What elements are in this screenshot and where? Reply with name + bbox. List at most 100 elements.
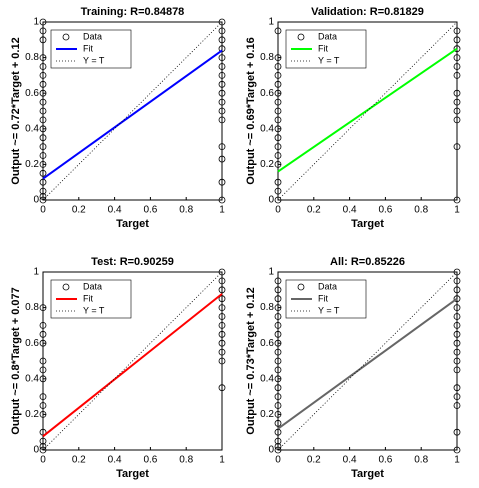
data-point bbox=[39, 187, 47, 195]
x-tick-label: 0 bbox=[40, 455, 46, 466]
x-tick-label: 0.8 bbox=[179, 455, 193, 466]
y-tick-label: 0.4 bbox=[25, 123, 39, 134]
data-point bbox=[274, 313, 282, 320]
y-tick-label: 0.6 bbox=[260, 338, 274, 349]
data-point bbox=[39, 54, 47, 61]
legend-label: Data bbox=[318, 31, 337, 41]
data-point bbox=[453, 98, 461, 106]
y-tick-label: 0.2 bbox=[25, 409, 39, 420]
data-point bbox=[453, 116, 461, 124]
data-point bbox=[218, 348, 226, 356]
y-tick-label: 0 bbox=[33, 445, 39, 456]
x-tick-label: 1 bbox=[219, 455, 225, 466]
data-point bbox=[39, 178, 47, 186]
data-point bbox=[39, 36, 47, 44]
data-point bbox=[453, 27, 461, 35]
data-point bbox=[274, 116, 282, 124]
y-tick-label: 0.6 bbox=[25, 88, 39, 99]
data-point bbox=[39, 80, 47, 88]
data-point bbox=[218, 321, 226, 329]
data-point bbox=[39, 393, 47, 401]
y-tick-label: 1 bbox=[33, 17, 39, 28]
x-tick-label: 0.6 bbox=[143, 205, 157, 216]
data-point bbox=[453, 313, 461, 320]
data-point bbox=[453, 330, 461, 338]
data-point bbox=[218, 330, 226, 338]
data-point bbox=[39, 357, 47, 365]
x-axis-label: Target bbox=[351, 218, 384, 230]
legend-label: Y = T bbox=[318, 305, 340, 315]
data-point bbox=[453, 402, 461, 409]
x-tick-label: 0.8 bbox=[414, 455, 428, 466]
x-tick-label: 0.4 bbox=[343, 455, 357, 466]
data-point bbox=[453, 268, 461, 276]
reference-line bbox=[42, 21, 223, 201]
data-point bbox=[39, 89, 47, 97]
data-point bbox=[39, 18, 47, 26]
data-point bbox=[274, 54, 282, 61]
data-point bbox=[218, 27, 226, 35]
legend-marker bbox=[62, 283, 70, 291]
data-point bbox=[39, 169, 47, 177]
data-point bbox=[39, 116, 47, 124]
data-point bbox=[453, 286, 461, 294]
data-point bbox=[274, 437, 282, 445]
data-point bbox=[39, 107, 47, 115]
x-tick-label: 0.6 bbox=[378, 455, 392, 466]
data-point bbox=[218, 18, 226, 26]
x-tick-label: 0 bbox=[275, 455, 281, 466]
data-point bbox=[39, 72, 47, 79]
data-point bbox=[274, 428, 282, 436]
data-point bbox=[39, 304, 47, 312]
data-point bbox=[274, 160, 282, 168]
x-tick-label: 0.2 bbox=[307, 455, 321, 466]
y-tick-label: 0.2 bbox=[25, 159, 39, 170]
data-point bbox=[274, 295, 282, 303]
y-tick-label: 0.6 bbox=[260, 88, 274, 99]
data-point bbox=[39, 196, 47, 204]
data-point bbox=[274, 98, 282, 106]
data-point bbox=[39, 446, 47, 454]
data-point bbox=[218, 155, 226, 163]
y-tick-label: 0.2 bbox=[260, 159, 274, 170]
x-tick-label: 0.8 bbox=[414, 205, 428, 216]
data-point bbox=[39, 143, 47, 151]
data-point bbox=[453, 107, 461, 115]
data-point bbox=[274, 286, 282, 294]
data-point bbox=[274, 446, 282, 454]
data-point bbox=[39, 330, 47, 338]
data-point bbox=[39, 437, 47, 445]
data-point bbox=[274, 339, 282, 347]
y-tick-label: 0.4 bbox=[25, 373, 39, 384]
y-tick-label: 0.4 bbox=[260, 123, 274, 134]
data-point bbox=[218, 384, 226, 392]
y-tick-label: 0 bbox=[33, 195, 39, 206]
data-point bbox=[274, 178, 282, 186]
data-point bbox=[274, 27, 282, 35]
data-point bbox=[218, 63, 226, 70]
data-point bbox=[39, 402, 47, 409]
x-tick-label: 0.8 bbox=[179, 205, 193, 216]
data-point bbox=[274, 402, 282, 409]
reference-line bbox=[277, 21, 458, 201]
data-point bbox=[274, 143, 282, 151]
legend-marker bbox=[297, 33, 305, 41]
y-tick-label: 0.8 bbox=[25, 302, 39, 313]
legend-label: Fit bbox=[83, 43, 93, 53]
legend-label: Data bbox=[318, 281, 337, 291]
data-point bbox=[453, 348, 461, 356]
data-point bbox=[218, 80, 226, 88]
data-point bbox=[218, 72, 226, 79]
data-point bbox=[453, 384, 461, 392]
data-point bbox=[218, 357, 226, 365]
data-point bbox=[218, 36, 226, 44]
y-axis-label: Output ~= 0.73*Target + 0.12 bbox=[245, 287, 257, 434]
x-tick-label: 0.2 bbox=[72, 455, 86, 466]
data-point bbox=[39, 134, 47, 142]
data-point bbox=[274, 357, 282, 365]
fit-line bbox=[277, 297, 458, 430]
data-point bbox=[274, 304, 282, 312]
data-point bbox=[218, 286, 226, 294]
legend-label: Data bbox=[83, 31, 102, 41]
